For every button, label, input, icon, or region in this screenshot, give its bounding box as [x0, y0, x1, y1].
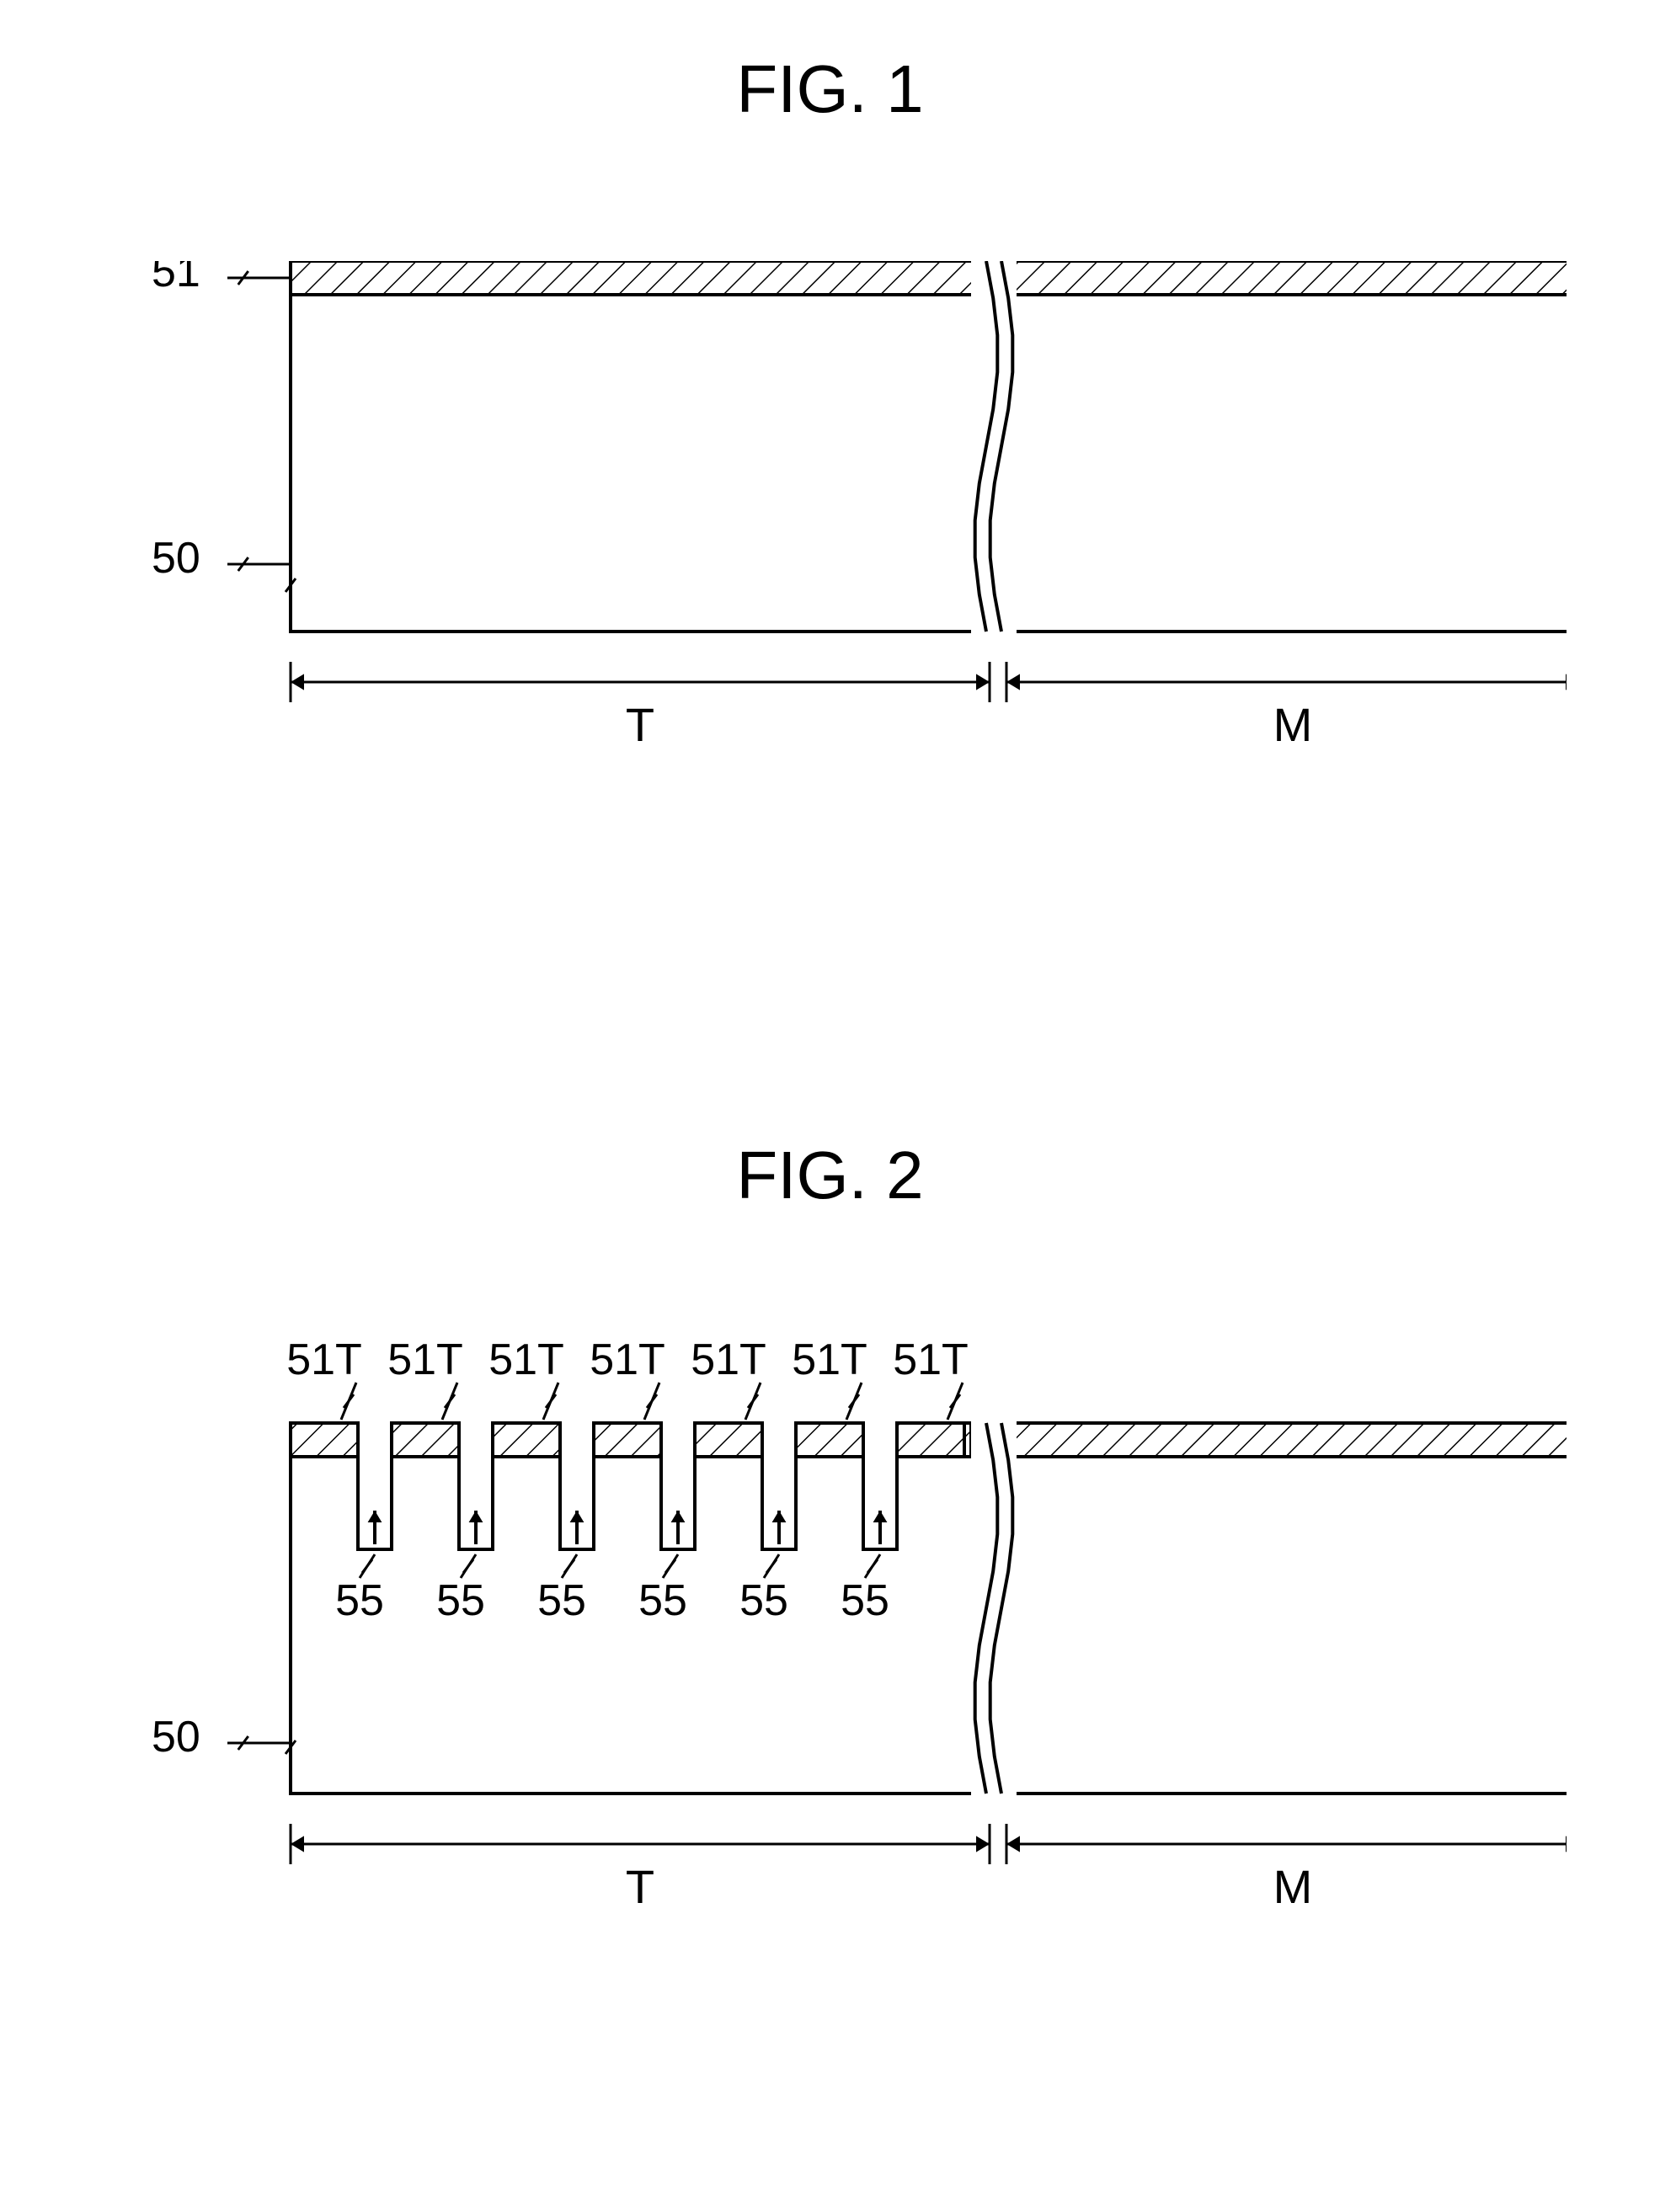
svg-text:M: M	[1273, 698, 1313, 751]
svg-text:51T: 51T	[590, 1335, 665, 1384]
fig2-diagram: 55555555555551T51T51T51T51T51T51T515050T…	[101, 1330, 1567, 1987]
svg-text:50: 50	[152, 534, 200, 583]
svg-text:T: T	[626, 698, 654, 751]
svg-text:51: 51	[152, 261, 200, 296]
svg-text:51T: 51T	[691, 1335, 766, 1384]
svg-text:55: 55	[335, 1576, 384, 1625]
svg-text:55: 55	[638, 1576, 687, 1625]
svg-text:50: 50	[152, 1713, 200, 1762]
svg-text:55: 55	[537, 1576, 586, 1625]
svg-text:55: 55	[436, 1576, 485, 1625]
svg-text:51T: 51T	[792, 1335, 867, 1384]
fig1-title: FIG. 1	[0, 51, 1660, 128]
svg-text:M: M	[1273, 1860, 1313, 1913]
svg-text:51T: 51T	[387, 1335, 463, 1384]
svg-text:51T: 51T	[488, 1335, 564, 1384]
svg-text:55: 55	[739, 1576, 788, 1625]
svg-text:51T: 51T	[893, 1335, 969, 1384]
fig1-diagram: 51515050TM	[101, 261, 1567, 800]
svg-text:51T: 51T	[286, 1335, 362, 1384]
svg-text:T: T	[626, 1860, 654, 1913]
svg-text:55: 55	[841, 1576, 889, 1625]
fig2-title: FIG. 2	[0, 1137, 1660, 1214]
